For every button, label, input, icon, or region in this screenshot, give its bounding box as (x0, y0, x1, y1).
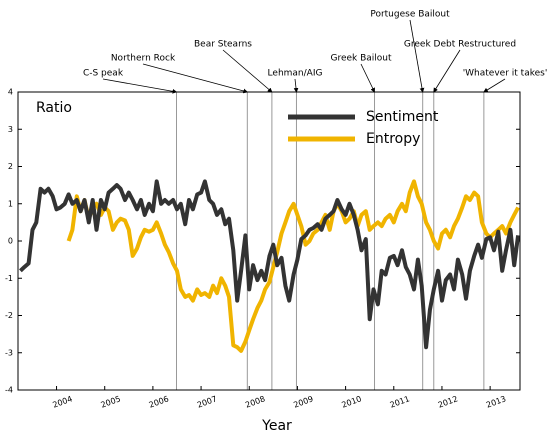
event-label: Greek Debt Restructured (404, 40, 516, 50)
y-axis-label: Ratio (36, 100, 72, 116)
y-tick-label: -2 (5, 311, 13, 320)
event-arrow (102, 78, 178, 94)
event-label: Northern Rock (111, 54, 176, 64)
event-arrow (433, 49, 461, 93)
y-tick-label: 3 (8, 125, 13, 134)
event-label: Portugese Bailout (370, 10, 450, 20)
x-tick-label: 2009 (292, 394, 314, 409)
y-tick-label: -3 (5, 348, 13, 357)
x-tick-label: 2004 (51, 394, 73, 409)
x-tick-label: 2007 (196, 394, 218, 409)
event-label: Lehman/AIG (268, 69, 323, 79)
event-label: Bear Stearns (194, 40, 252, 50)
x-tick-label: 2011 (389, 394, 411, 409)
event-arrow (293, 78, 299, 93)
series-line (19, 179, 521, 350)
event-label: C-S peak (83, 69, 124, 79)
y-tick-label: 4 (8, 88, 13, 97)
x-tick-label: 2013 (485, 394, 507, 409)
y-tick-label: -4 (5, 386, 13, 395)
event-arrow (483, 78, 506, 93)
event-arrow (222, 49, 273, 93)
x-tick-label: 2008 (244, 394, 266, 409)
x-tick-label: 2005 (100, 394, 122, 409)
y-tick-label: -1 (5, 274, 13, 283)
x-tick-label: 2012 (437, 394, 459, 409)
legend-label: Sentiment (366, 109, 439, 125)
x-tick-label: 2006 (148, 394, 170, 409)
event-label: 'Whatever it takes' (463, 69, 548, 79)
y-tick-label: 0 (8, 237, 13, 246)
series-line (66, 179, 520, 353)
event-label: Greek Bailout (330, 54, 392, 64)
plot-area (18, 92, 520, 390)
y-tick-label: 2 (8, 162, 13, 171)
plot-frame (17, 91, 521, 391)
y-tick-label: 1 (8, 199, 13, 208)
legend-label: Entropy (366, 131, 420, 147)
event-arrow (142, 63, 249, 94)
event-arrow (409, 19, 425, 93)
x-axis-label: Year (261, 418, 292, 434)
event-arrow (360, 63, 375, 93)
x-tick-label: 2010 (340, 394, 362, 409)
